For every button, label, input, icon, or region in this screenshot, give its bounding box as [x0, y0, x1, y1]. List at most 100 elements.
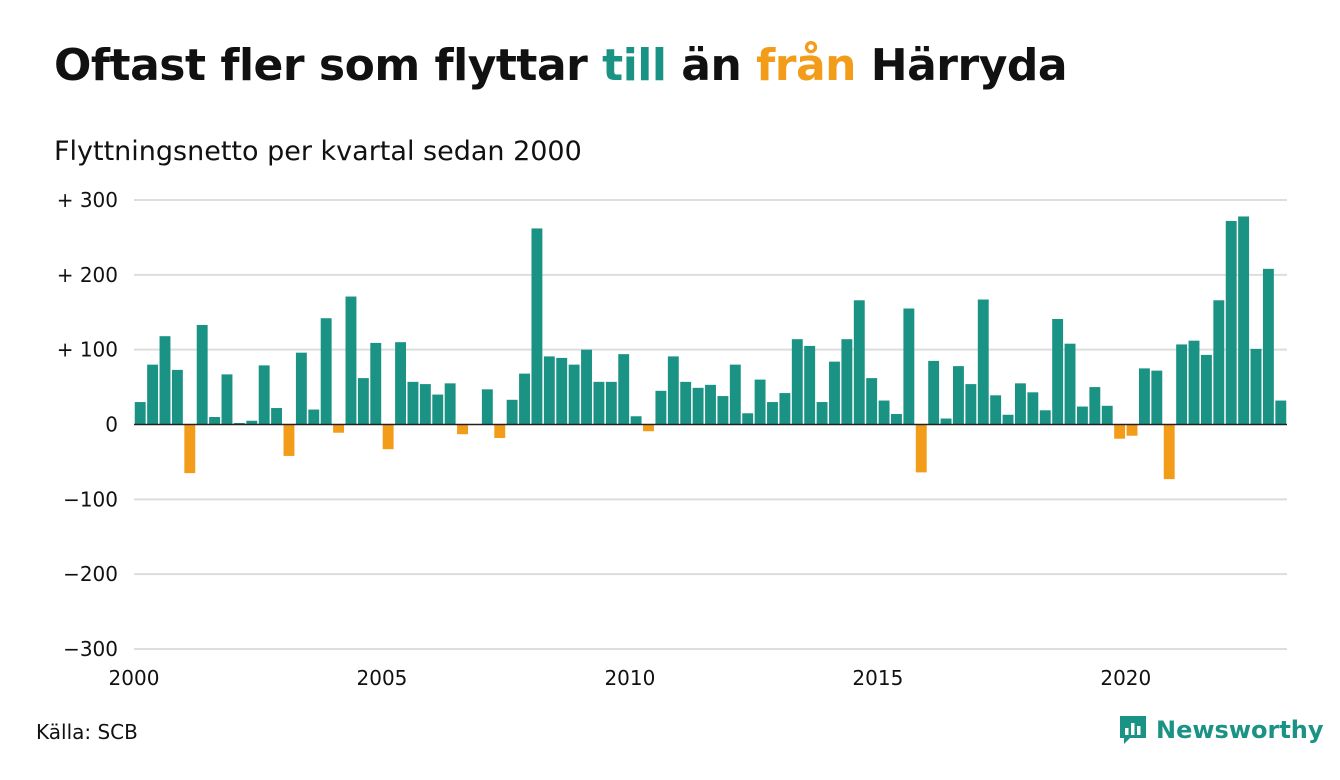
source-label: Källa: SCB [36, 720, 138, 744]
bar [593, 381, 605, 425]
bar [618, 354, 630, 425]
bar [1052, 318, 1064, 425]
bar [841, 339, 853, 425]
bar [754, 379, 766, 425]
bar [804, 345, 816, 425]
bar [767, 402, 778, 425]
title-till: till [602, 40, 667, 91]
bar [990, 395, 1002, 425]
y-tick-label: −200 [63, 562, 118, 586]
bar [1250, 348, 1262, 425]
bar [171, 369, 183, 425]
bar [159, 336, 171, 425]
y-tick-label: + 300 [57, 188, 118, 212]
bar [209, 417, 221, 425]
bar [395, 342, 407, 425]
bar [705, 384, 716, 425]
bar [729, 364, 741, 425]
chart-subtitle: Flyttningsnetto per kvartal sedan 2000 [54, 136, 582, 167]
bar [779, 393, 791, 425]
bar [543, 356, 555, 425]
bar [829, 361, 840, 425]
bar [891, 414, 902, 425]
bar [1138, 368, 1150, 425]
bar [357, 378, 369, 425]
title-part-3: Härryda [855, 40, 1068, 91]
bar [630, 416, 642, 425]
bar [370, 342, 382, 425]
bar [928, 360, 940, 425]
y-tick-label: + 100 [57, 338, 118, 362]
bar [531, 228, 543, 425]
newsworthy-logo-icon [1120, 716, 1146, 744]
newsworthy-logo: Newsworthy [1118, 714, 1324, 746]
y-tick-label: −100 [63, 487, 118, 511]
bar [742, 413, 754, 425]
y-tick-label: −300 [63, 637, 118, 661]
bar [977, 299, 989, 425]
bar [506, 399, 518, 425]
bar [333, 424, 345, 433]
bar [581, 349, 592, 425]
bar [1176, 344, 1188, 425]
bar [568, 364, 580, 425]
bar [940, 418, 952, 425]
bar [1114, 424, 1126, 439]
chart-title: Oftast fler som flyttar till än från Här… [54, 40, 1068, 91]
bar [1039, 410, 1051, 425]
title-fran: från [756, 40, 856, 91]
bar [494, 424, 506, 438]
bar [667, 356, 679, 425]
x-tick-label: 2005 [357, 666, 408, 690]
bar [680, 381, 692, 425]
bar [407, 381, 419, 425]
bar [965, 384, 977, 425]
bar [643, 424, 654, 432]
bar [878, 400, 890, 425]
bar [444, 383, 456, 425]
bar [419, 384, 431, 425]
bar [1163, 424, 1175, 480]
bar [915, 424, 927, 473]
bar [1238, 216, 1250, 425]
bar [147, 364, 159, 425]
bar [345, 296, 357, 425]
bar [1225, 220, 1237, 425]
bar [258, 365, 270, 425]
bar [1151, 370, 1163, 425]
bar [1014, 383, 1026, 425]
bar [903, 308, 915, 425]
bar [1213, 300, 1225, 425]
x-tick-label: 2010 [604, 666, 655, 690]
x-tick-label: 2000 [109, 666, 160, 690]
bar [791, 339, 803, 425]
bar [1027, 392, 1039, 425]
x-tick-label: 2015 [852, 666, 903, 690]
bar [1076, 406, 1088, 425]
bar [717, 396, 729, 425]
bar [221, 374, 233, 425]
bar [519, 373, 530, 425]
bar [1275, 400, 1287, 425]
bar [308, 409, 320, 425]
bar [1262, 268, 1274, 425]
bar [1126, 424, 1138, 436]
bar [655, 390, 667, 425]
bar [1089, 387, 1101, 425]
bar [295, 352, 307, 425]
y-tick-label: 0 [105, 413, 118, 437]
bar [134, 402, 146, 425]
bar [457, 424, 468, 435]
brand-name: Newsworthy [1156, 716, 1324, 744]
bar [271, 408, 283, 425]
bar [320, 318, 332, 425]
bar [184, 424, 196, 474]
bar [481, 389, 493, 425]
bar [1002, 414, 1014, 425]
bar [1200, 354, 1212, 425]
bar [432, 394, 444, 425]
bar [866, 378, 878, 425]
bar [816, 402, 828, 425]
bar [556, 357, 568, 425]
bar [1188, 340, 1200, 425]
